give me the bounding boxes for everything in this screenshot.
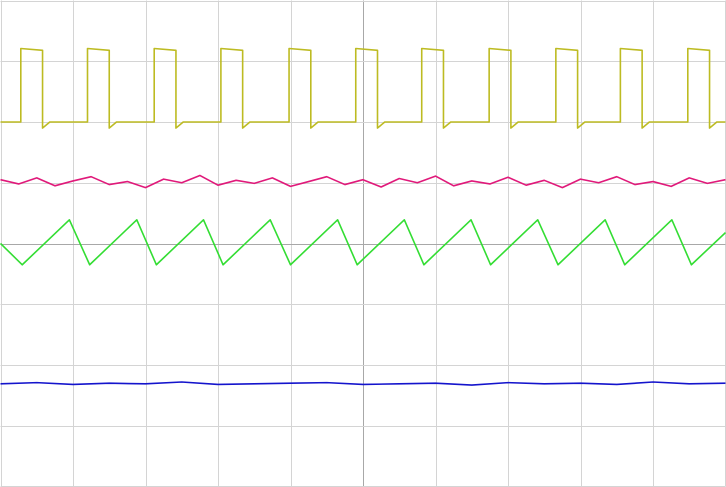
trace bbox=[0, 47, 726, 129]
trace bbox=[0, 219, 726, 266]
trace bbox=[0, 381, 726, 386]
trace bbox=[0, 174, 726, 189]
